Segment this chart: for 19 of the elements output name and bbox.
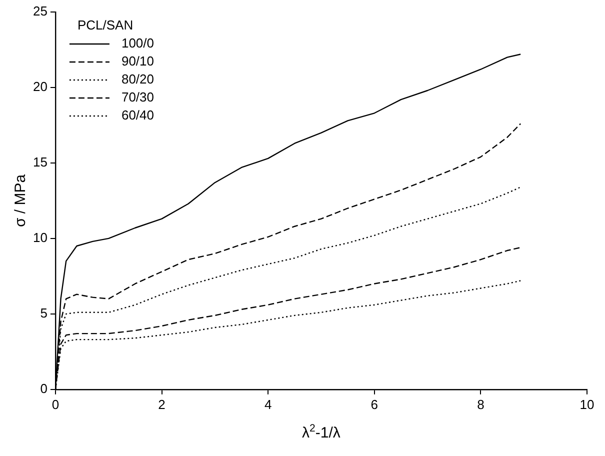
legend-label: 100/0 bbox=[121, 36, 154, 51]
y-tick-label: 20 bbox=[32, 79, 48, 94]
legend-label: 80/20 bbox=[121, 72, 154, 87]
legend-label: 70/30 bbox=[121, 90, 154, 105]
y-tick-label: 0 bbox=[40, 380, 48, 396]
legend-label: 60/40 bbox=[121, 108, 154, 123]
y-tick-label: 15 bbox=[32, 154, 48, 170]
y-tick-label: 10 bbox=[32, 230, 48, 246]
x-tick-label: 2 bbox=[158, 396, 166, 412]
y-axis-title: σ / MPa bbox=[12, 174, 29, 227]
x-tick-label: 4 bbox=[264, 396, 272, 412]
x-tick-label: 8 bbox=[477, 396, 484, 412]
legend-title: PCL/SAN bbox=[77, 18, 134, 33]
legend-label: 90/10 bbox=[121, 54, 154, 69]
y-tick-label: 25 bbox=[32, 4, 48, 19]
y-tick-label: 5 bbox=[40, 306, 48, 320]
x-tick-label: 0 bbox=[52, 396, 60, 412]
x-tick-label: 10 bbox=[580, 396, 594, 412]
x-tick-label: 6 bbox=[370, 396, 378, 412]
